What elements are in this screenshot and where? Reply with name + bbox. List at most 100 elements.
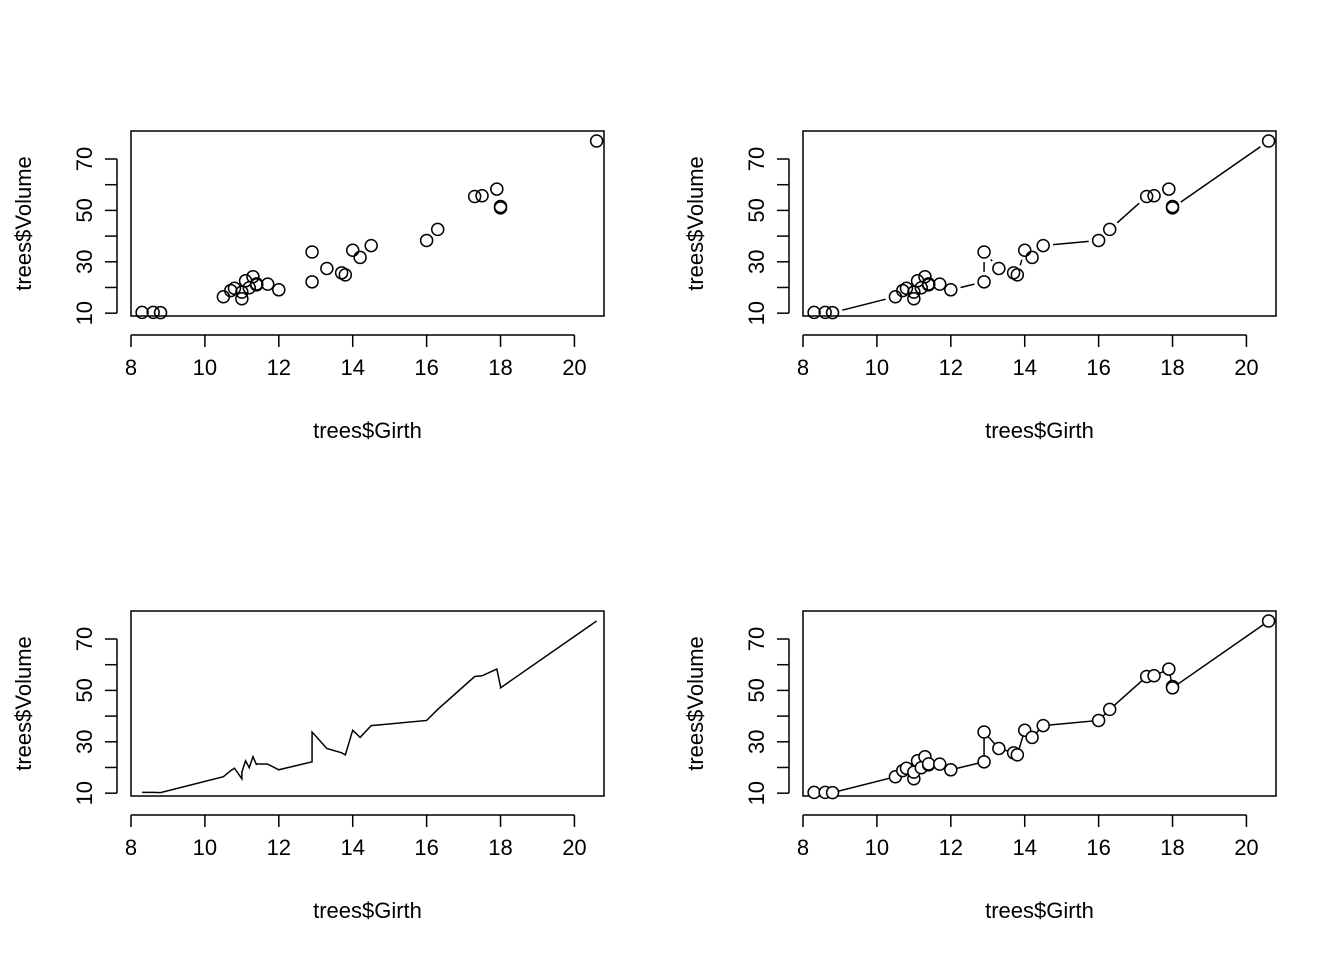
data-point <box>977 275 991 289</box>
y-tick-label-10: 10 <box>744 781 769 805</box>
y-tick-label-10: 10 <box>72 781 97 805</box>
x-tick-label-8: 8 <box>797 835 809 860</box>
data-point <box>475 189 489 203</box>
x-tick-label-14: 14 <box>340 835 364 860</box>
x-axis-title: trees$Girth <box>313 418 422 443</box>
y-tick-label-50: 50 <box>744 678 769 702</box>
data-point <box>899 281 914 295</box>
data-point <box>921 757 936 771</box>
data-point <box>825 785 840 800</box>
line-segment <box>1116 202 1140 224</box>
data-point <box>992 741 1006 756</box>
data-point <box>249 277 264 291</box>
data-point <box>238 274 253 288</box>
y-tick-label-50: 50 <box>72 678 97 702</box>
data-point <box>305 275 319 289</box>
y-axis-title: trees$Volume <box>11 636 36 771</box>
line-segment <box>1019 259 1023 266</box>
x-tick-label-16: 16 <box>1086 835 1110 860</box>
data-point <box>1017 243 1032 257</box>
data-point <box>467 189 482 204</box>
data-point <box>944 763 958 777</box>
x-tick-label-14: 14 <box>340 355 364 380</box>
y-tick-label-70: 70 <box>72 147 97 171</box>
y-axis-title: trees$Volume <box>11 156 36 291</box>
data-point <box>825 305 840 320</box>
data-point <box>345 243 360 257</box>
data-point <box>921 277 936 291</box>
x-tick-label-20: 20 <box>562 835 586 860</box>
y-axis: 10 30 50 70 <box>72 147 118 325</box>
data-point <box>1025 250 1039 265</box>
x-axis: 8 10 12 14 16 18 20 <box>125 334 587 380</box>
x-axis-title: trees$Girth <box>985 898 1094 923</box>
data-point <box>320 261 334 276</box>
x-tick-label-18: 18 <box>488 835 512 860</box>
data-point <box>1102 222 1117 237</box>
x-axis: 8 10 12 14 16 18 20 <box>125 814 587 860</box>
x-axis: 8 10 12 14 16 18 20 <box>797 334 1259 380</box>
x-axis-title: trees$Girth <box>985 418 1094 443</box>
line-segment <box>842 298 886 311</box>
x-tick-label-10: 10 <box>865 835 889 860</box>
x-tick-label-20: 20 <box>1234 355 1258 380</box>
plot-frame <box>802 130 1277 317</box>
series-points <box>135 134 604 320</box>
x-tick-label-12: 12 <box>267 355 291 380</box>
line-segment <box>1180 146 1261 203</box>
panel-1: 8 10 12 14 16 18 20 trees$Girth 10 30 50 70 trees$Vo… <box>11 130 605 443</box>
data-point <box>153 305 168 320</box>
series-line <box>814 620 1270 794</box>
x-tick-label-12: 12 <box>939 355 963 380</box>
y-axis: 10 30 50 70 <box>72 627 118 805</box>
data-point <box>1261 134 1276 148</box>
data-point <box>977 755 991 769</box>
data-point <box>490 182 504 196</box>
x-tick-label-12: 12 <box>939 835 963 860</box>
x-axis: 8 10 12 14 16 18 20 <box>797 814 1259 860</box>
data-point <box>216 289 231 304</box>
data-point <box>1025 730 1039 745</box>
y-tick-label-50: 50 <box>744 198 769 222</box>
x-axis-title: trees$Girth <box>313 898 422 923</box>
data-point <box>818 305 832 320</box>
data-point <box>1147 189 1161 203</box>
data-point <box>918 269 932 284</box>
data-point <box>364 238 378 253</box>
y-tick-label-70: 70 <box>744 147 769 171</box>
data-point <box>1102 702 1117 717</box>
x-tick-label-16: 16 <box>1086 355 1110 380</box>
x-tick-label-14: 14 <box>1012 355 1036 380</box>
x-tick-label-14: 14 <box>1012 835 1036 860</box>
data-point <box>272 283 286 297</box>
data-point <box>1162 662 1176 676</box>
panel-2: 8 10 12 14 16 18 20 trees$Girth 10 30 50 70 trees$Vo… <box>683 130 1277 443</box>
series-points <box>807 134 1276 320</box>
data-point <box>227 281 242 295</box>
data-point <box>305 245 319 259</box>
data-point <box>932 277 947 291</box>
series-points <box>807 614 1276 800</box>
y-tick-label-30: 30 <box>72 250 97 274</box>
data-point <box>353 250 367 265</box>
data-point <box>1162 182 1176 196</box>
data-point <box>888 289 903 304</box>
data-point <box>1139 189 1154 204</box>
data-point <box>932 757 947 771</box>
data-point <box>1091 233 1106 248</box>
data-point <box>260 277 275 291</box>
data-point <box>135 305 149 320</box>
data-point <box>1165 681 1180 695</box>
x-tick-label-20: 20 <box>1234 835 1258 860</box>
line-segment <box>960 283 975 289</box>
plot-frame <box>802 610 1277 797</box>
data-point <box>907 292 921 306</box>
data-point <box>493 201 508 215</box>
data-point <box>910 274 925 288</box>
data-point <box>1261 614 1276 628</box>
data-point <box>807 305 821 320</box>
y-tick-label-70: 70 <box>744 627 769 651</box>
x-tick-label-20: 20 <box>562 355 586 380</box>
data-point <box>1147 669 1161 683</box>
